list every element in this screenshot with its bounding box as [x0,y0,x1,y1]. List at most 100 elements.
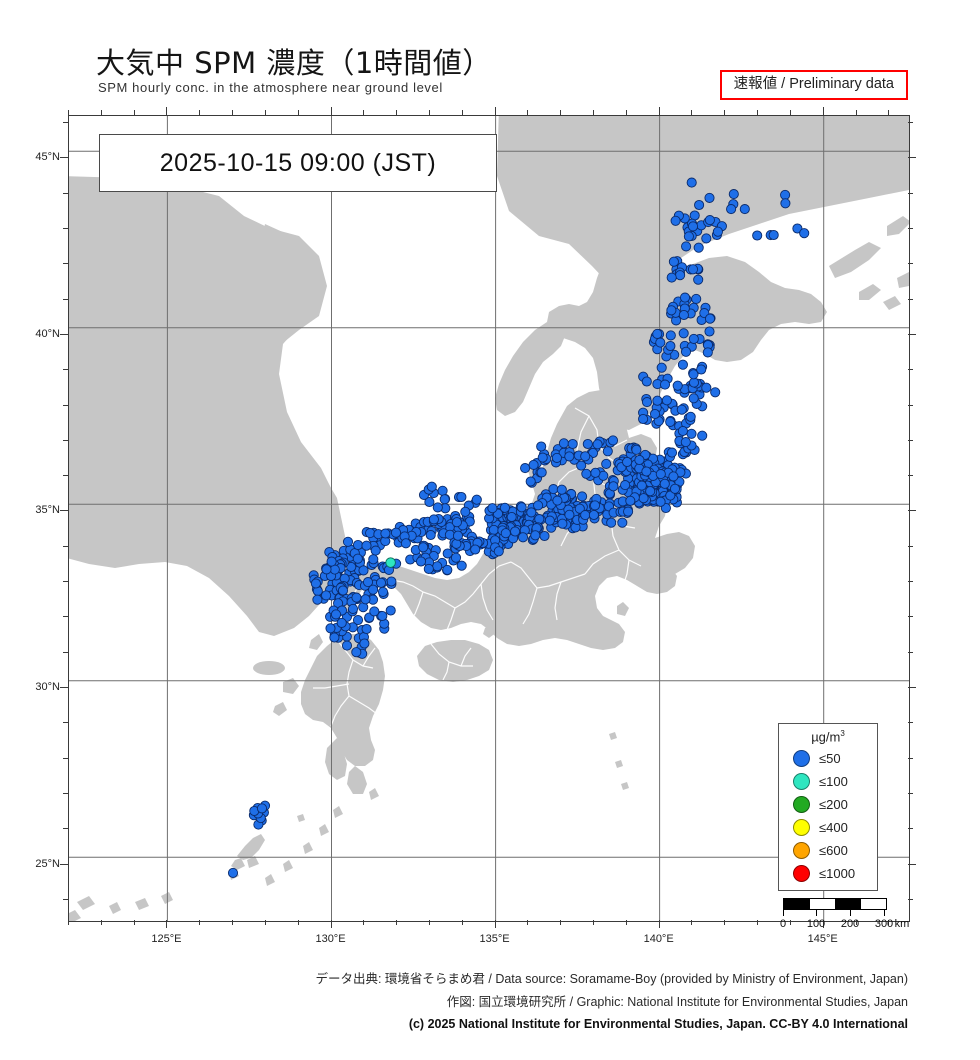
station-marker[interactable] [688,393,699,404]
station-marker[interactable] [768,229,779,241]
station-marker[interactable] [487,503,498,514]
station-marker[interactable] [564,451,575,462]
station-marker[interactable] [661,395,672,406]
station-marker[interactable] [557,518,568,529]
station-marker[interactable] [377,610,388,622]
station-marker[interactable] [636,480,647,491]
station-marker[interactable] [425,529,436,541]
station-marker[interactable] [665,490,676,501]
station-marker[interactable] [499,502,510,513]
station-marker[interactable] [330,609,342,620]
station-marker[interactable] [752,230,763,241]
station-marker[interactable] [590,467,601,478]
station-marker[interactable] [688,369,699,380]
station-marker[interactable] [380,528,391,539]
station-marker[interactable] [456,491,467,503]
station-marker[interactable] [780,189,791,200]
station-marker[interactable] [592,439,603,450]
station-marker[interactable] [361,623,372,635]
station-marker[interactable] [493,546,504,557]
station-marker[interactable] [526,507,537,518]
station-marker[interactable] [588,509,599,521]
station-marker[interactable] [369,606,380,617]
station-marker[interactable] [678,328,689,339]
station-marker[interactable] [564,509,575,520]
station-marker[interactable] [424,496,435,508]
station-marker[interactable] [577,491,588,502]
station-marker[interactable] [678,309,689,321]
station-marker[interactable] [426,481,437,492]
station-marker[interactable] [352,539,364,551]
station-marker[interactable] [346,561,357,573]
station-marker[interactable] [362,577,374,588]
station-marker[interactable] [780,198,791,209]
station-marker[interactable] [437,485,448,496]
station-marker[interactable] [680,437,691,448]
station-marker[interactable] [666,305,677,316]
station-marker[interactable] [227,867,239,878]
station-marker[interactable] [432,502,443,513]
station-marker[interactable] [442,548,453,559]
station-marker[interactable] [418,542,429,553]
station-marker[interactable] [704,313,716,324]
station-marker[interactable] [665,416,676,427]
station-marker[interactable] [536,441,547,452]
station-marker[interactable] [536,467,547,478]
station-marker[interactable] [451,517,462,528]
station-marker[interactable] [506,511,517,523]
station-marker[interactable] [701,233,712,244]
station-marker[interactable] [704,192,715,203]
station-marker[interactable] [574,503,585,514]
station-marker[interactable] [686,177,697,188]
station-marker[interactable] [606,517,617,528]
station-marker[interactable] [681,241,692,252]
station-marker[interactable] [704,326,715,337]
station-marker[interactable] [516,502,527,513]
station-marker[interactable] [710,387,721,398]
station-marker[interactable] [655,469,666,480]
station-marker[interactable] [360,594,371,605]
station-marker[interactable] [375,577,387,588]
station-marker[interactable] [792,223,803,234]
station-marker[interactable] [685,411,696,422]
station-marker-elevated[interactable] [385,557,396,568]
station-marker[interactable] [659,379,671,390]
station-marker[interactable] [677,359,688,370]
station-marker[interactable] [701,382,712,393]
station-marker[interactable] [385,605,396,616]
station-marker[interactable] [442,564,453,575]
station-marker[interactable] [329,632,340,643]
station-marker[interactable] [694,199,705,211]
station-marker[interactable] [655,496,666,507]
station-marker[interactable] [652,328,663,339]
station-marker[interactable] [341,640,353,651]
station-marker[interactable] [456,560,467,571]
station-marker[interactable] [500,528,511,539]
station-marker[interactable] [471,494,482,505]
station-marker[interactable] [525,476,536,487]
station-marker[interactable] [680,346,692,357]
station-marker[interactable] [668,471,679,482]
station-marker[interactable] [358,565,369,576]
station-marker[interactable] [669,483,681,494]
station-marker[interactable] [645,486,656,497]
station-marker[interactable] [548,484,559,495]
station-marker[interactable] [620,480,631,491]
station-marker[interactable] [688,377,700,388]
station-marker[interactable] [544,515,555,526]
station-marker[interactable] [688,333,699,344]
station-marker[interactable] [537,452,548,463]
station-marker[interactable] [739,204,750,215]
station-marker[interactable] [450,552,462,563]
station-marker[interactable] [601,458,612,469]
station-marker[interactable] [581,468,592,479]
station-marker[interactable] [428,514,439,525]
station-marker[interactable] [352,615,364,626]
station-marker[interactable] [693,242,704,253]
station-marker[interactable] [631,444,642,455]
station-marker[interactable] [799,228,810,239]
station-marker[interactable] [623,506,634,517]
station-marker[interactable] [551,452,562,463]
station-marker[interactable] [665,340,676,352]
station-marker[interactable] [321,564,332,575]
